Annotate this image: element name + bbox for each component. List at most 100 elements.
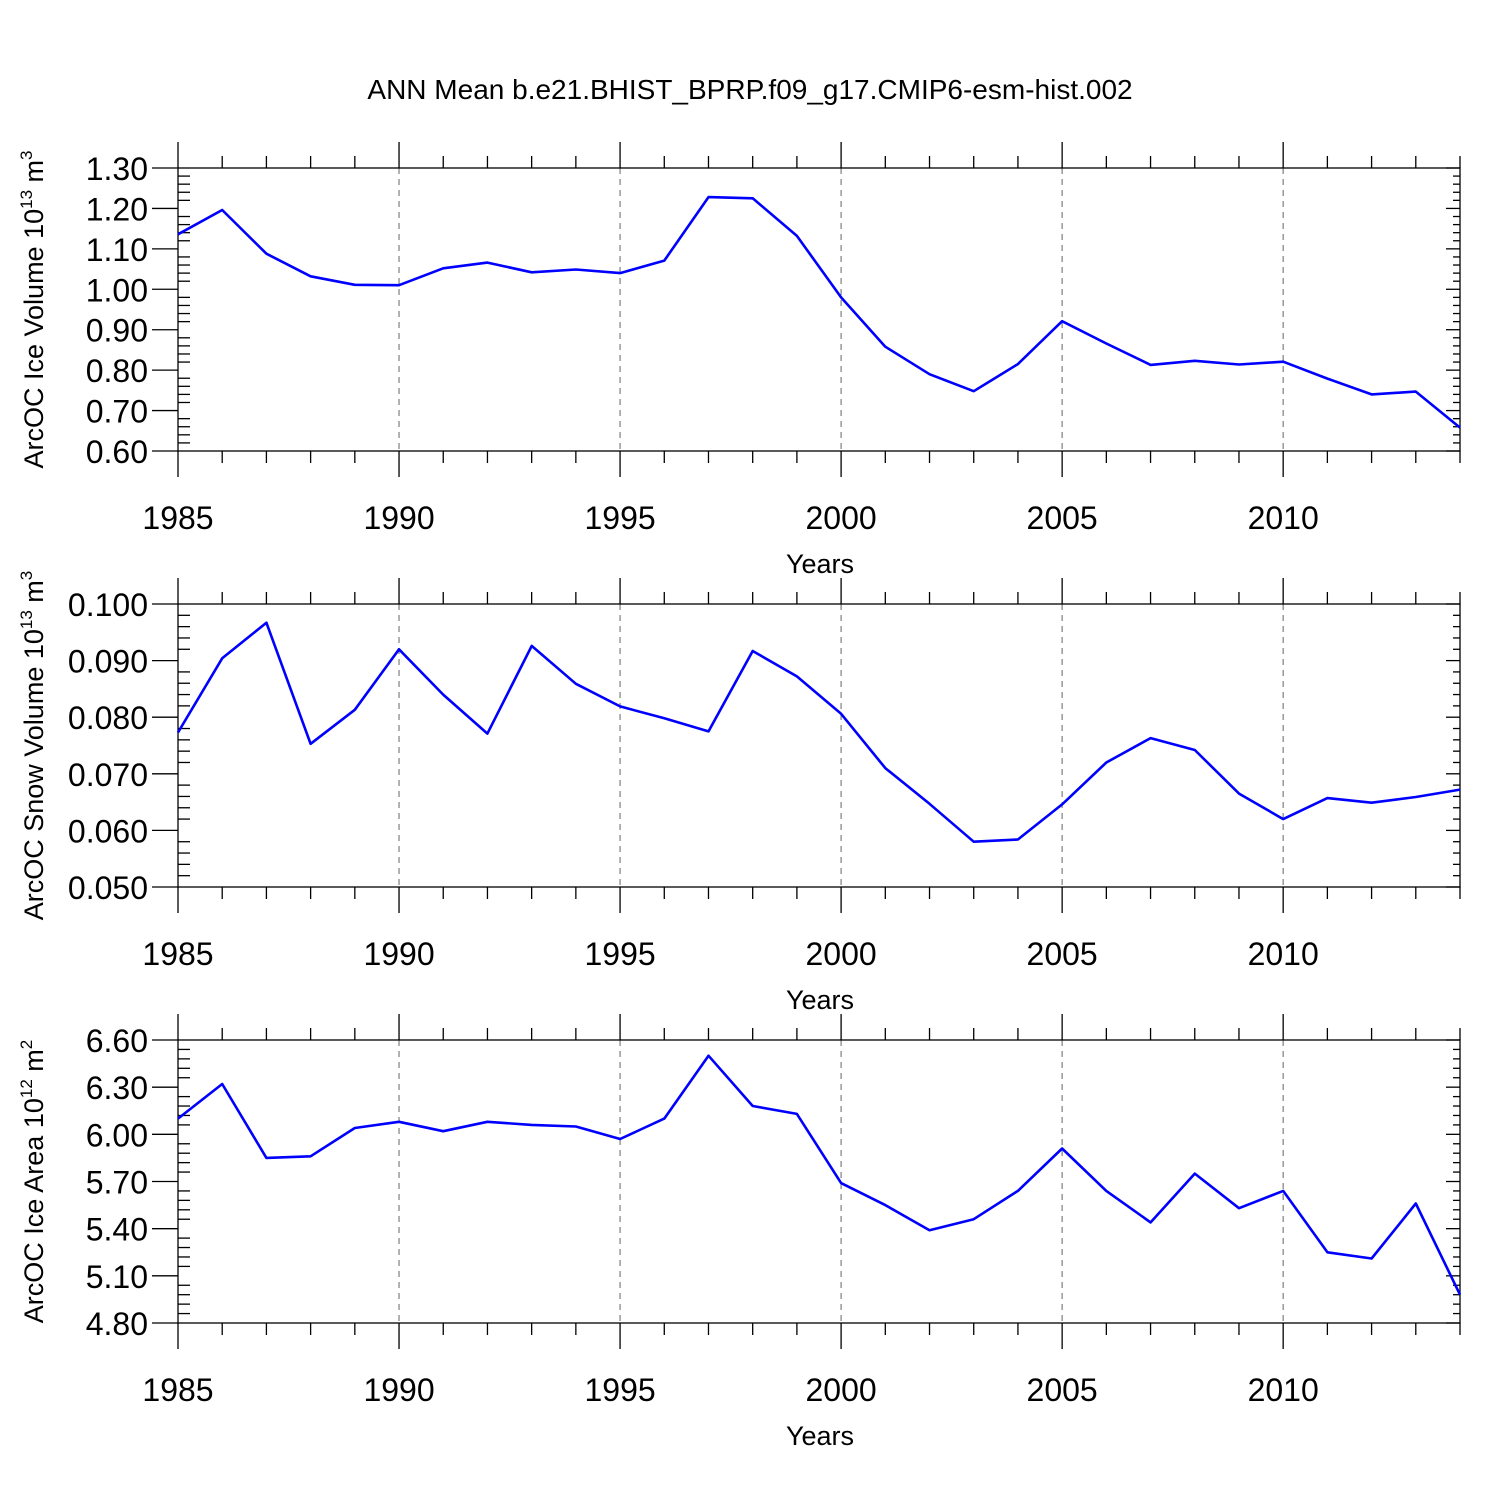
panel-2-point-1987 [265, 622, 267, 624]
panel-3-y-tick-label: 5.70 [86, 1165, 148, 1201]
panel-3-point-1991 [442, 1130, 444, 1132]
panel-3-y-tick-label: 6.30 [86, 1070, 148, 1106]
panel-1-point-2009 [1238, 363, 1240, 365]
panel-2-y-tick-label: 0.100 [68, 587, 148, 623]
panel-2-x-tick-label: 2005 [1027, 936, 1098, 972]
panel-3-point-1993 [531, 1124, 533, 1126]
panel-2-y-tick-label: 0.050 [68, 870, 148, 906]
panel-3-x-ticks [177, 1014, 1461, 1349]
panel-2-x-tick-label: 1990 [363, 936, 434, 972]
panel-1-y-tick-label: 1.20 [86, 191, 148, 227]
panel-2-point-2002 [929, 803, 931, 805]
panel-1-series-line [177, 195, 1461, 429]
panel-1-point-2004 [1017, 363, 1019, 365]
panel-1-point-2012 [1371, 393, 1373, 395]
panel-2-point-2007 [1150, 737, 1152, 739]
panel-2-point-2014 [1459, 789, 1461, 791]
panel-1-point-2005 [1061, 320, 1063, 322]
panel-3-point-2009 [1238, 1207, 1240, 1209]
panel-3-x-tick-label: 1990 [363, 1372, 434, 1408]
panel-2-point-1994 [575, 683, 577, 685]
panel-2-point-2008 [1194, 749, 1196, 751]
panel-1-x-tick-label: 1985 [142, 500, 213, 536]
panel-3-point-1988 [310, 1155, 312, 1157]
panel-3-point-2010 [1282, 1190, 1284, 1192]
panel-1-point-1997 [707, 196, 709, 198]
panel-3-x-tick-label: 1985 [142, 1372, 213, 1408]
panel-3-point-1994 [575, 1125, 577, 1127]
panel-3-x-axis-title: Years [786, 1421, 854, 1451]
panel-1-point-2006 [1105, 342, 1107, 344]
panel-2-point-1992 [486, 733, 488, 735]
panel-2-x-tick-label: 1985 [142, 936, 213, 972]
panel-2-y-tick-label: 0.090 [68, 644, 148, 680]
panel-2-point-2009 [1238, 793, 1240, 795]
panel-1-x-tick-label: 2010 [1248, 500, 1319, 536]
panel-1-point-2003 [973, 390, 975, 392]
panel-1-point-2013 [1415, 391, 1417, 393]
panel-3-point-2011 [1326, 1251, 1328, 1253]
panel-3-point-2008 [1194, 1173, 1196, 1175]
panel-2-point-1996 [663, 717, 665, 719]
panel-3-y-tick-label: 4.80 [86, 1306, 148, 1342]
panel-2-series-line [176, 621, 1461, 844]
panel-3-point-1996 [663, 1118, 665, 1120]
panel-1-y-axis-title: ArcOC Ice Volume 1013 m3 [17, 150, 49, 468]
main-title: ANN Mean b.e21.BHIST_BPRP.f09_g17.CMIP6-… [367, 74, 1132, 105]
panel-1-point-1998 [752, 197, 754, 199]
panel-3-point-2002 [929, 1229, 931, 1231]
panel-1-x-tick-label: 1990 [363, 500, 434, 536]
panel-3-point-2004 [1017, 1190, 1019, 1192]
panel-3-point-2005 [1061, 1147, 1063, 1149]
panel-2-y-tick-label: 0.070 [68, 757, 148, 793]
panel-3-frame [177, 1039, 1461, 1324]
panel-3-x-tick-label: 2005 [1027, 1372, 1098, 1408]
panel-3-y-tick-label: 5.10 [86, 1259, 148, 1295]
panel-2-frame [177, 603, 1461, 888]
panel-3-y-tick-label: 5.40 [86, 1212, 148, 1248]
panel-3-point-1997 [707, 1055, 709, 1057]
panel-1-point-2002 [929, 373, 931, 375]
panel-3-point-1987 [265, 1157, 267, 1159]
panel-2-point-2010 [1282, 818, 1284, 820]
panel-3-point-1990 [398, 1121, 400, 1123]
panel-3-point-2007 [1150, 1221, 1152, 1223]
panel-3-point-1995 [619, 1138, 621, 1140]
panel-2-point-2004 [1017, 838, 1019, 840]
panel-3-y-tick-label: 6.00 [86, 1117, 148, 1153]
panel-3-y-tick-label: 6.60 [86, 1023, 148, 1059]
panel-2-x-ticks [177, 578, 1461, 913]
panel-1-point-1994 [575, 268, 577, 270]
panel-1-x-tick-label: 2000 [806, 500, 877, 536]
panel-1-frame [177, 167, 1461, 452]
panel-1-point-1990 [398, 284, 400, 286]
panel-3-point-1992 [486, 1121, 488, 1123]
panel-1-y-tick-label: 1.30 [86, 151, 148, 187]
panel-2-point-2003 [973, 841, 975, 843]
panel-1-point-1989 [354, 284, 356, 286]
panel-3-point-1999 [796, 1113, 798, 1115]
panels: 0.60 0.70 0.80 0.90 1.00 1.10 1.20 1.30 1985 1990… [17, 142, 1462, 1451]
panel-1-y-tick-label: 1.00 [86, 272, 148, 308]
panel-2-y-ticks [152, 603, 1460, 888]
panel-1-point-1991 [442, 267, 444, 269]
panel-1-point-1992 [486, 262, 488, 264]
panel-2-y-axis-title: ArcOC Snow Volume 1013 m3 [17, 571, 49, 921]
panel-2-x-axis-title: Years [786, 985, 854, 1015]
panel-1-point-1993 [531, 271, 533, 273]
panel-1-point-1996 [663, 260, 665, 262]
panel-1-y-tick-label: 0.80 [86, 353, 148, 389]
panel-2-x-tick-label: 2000 [806, 936, 877, 972]
panel-2-point-2005 [1061, 803, 1063, 805]
panel-1-point-1999 [796, 235, 798, 237]
panel-2-point-1988 [310, 743, 312, 745]
panel-2-y-tick-label: 0.060 [68, 813, 148, 849]
panel-1-point-2011 [1326, 378, 1328, 380]
panel-1-point-2010 [1282, 361, 1284, 363]
panel-3-y-ticks [152, 1039, 1460, 1324]
panel-1-point-2000 [840, 296, 842, 298]
panel-2-point-2001 [884, 767, 886, 769]
panel-3-point-2012 [1371, 1258, 1373, 1260]
panel-3-point-2003 [973, 1218, 975, 1220]
panel-1-y-tick-label: 0.60 [86, 434, 148, 470]
